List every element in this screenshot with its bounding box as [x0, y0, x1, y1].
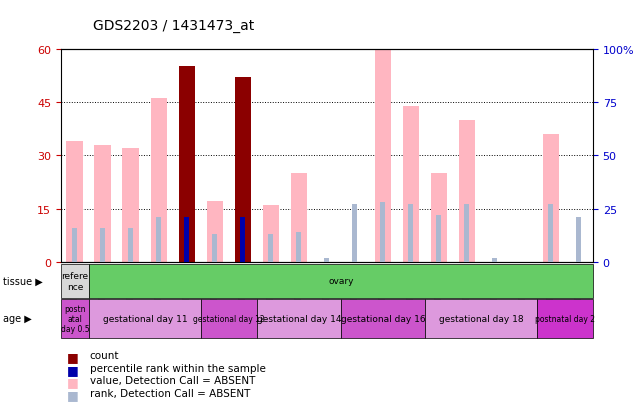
Bar: [341, 299, 425, 338]
Bar: [240, 218, 246, 262]
Bar: [296, 233, 301, 262]
Text: percentile rank within the sample: percentile rank within the sample: [90, 363, 265, 373]
Bar: [67, 142, 83, 262]
Bar: [269, 235, 274, 262]
Text: ovary: ovary: [328, 277, 354, 286]
Text: GDS2203 / 1431473_at: GDS2203 / 1431473_at: [93, 19, 254, 33]
Text: postnatal day 2: postnatal day 2: [535, 314, 595, 323]
Bar: [178, 67, 196, 262]
Text: refere
nce: refere nce: [62, 272, 88, 291]
Text: ■: ■: [67, 375, 79, 388]
Bar: [151, 99, 167, 262]
Bar: [549, 205, 553, 262]
Text: postn
atal
day 0.5: postn atal day 0.5: [61, 304, 89, 333]
Bar: [94, 145, 112, 262]
Bar: [492, 258, 497, 262]
Bar: [576, 218, 581, 262]
Bar: [290, 173, 307, 262]
Bar: [458, 121, 476, 262]
Text: gestational day 14: gestational day 14: [256, 314, 341, 323]
Bar: [101, 228, 105, 262]
Text: rank, Detection Call = ABSENT: rank, Detection Call = ABSENT: [90, 388, 250, 398]
Bar: [425, 299, 537, 338]
Bar: [353, 205, 358, 262]
Bar: [212, 235, 217, 262]
Text: tissue ▶: tissue ▶: [3, 276, 43, 286]
Text: ■: ■: [67, 351, 79, 363]
Bar: [431, 173, 447, 262]
Bar: [128, 228, 133, 262]
Bar: [380, 203, 385, 262]
Text: count: count: [90, 351, 119, 361]
Bar: [185, 218, 190, 262]
Bar: [464, 205, 469, 262]
Text: ■: ■: [67, 388, 79, 401]
Bar: [201, 299, 257, 338]
Bar: [156, 218, 162, 262]
Text: gestational day 18: gestational day 18: [438, 314, 523, 323]
Bar: [374, 50, 391, 262]
Bar: [206, 202, 223, 262]
Bar: [72, 228, 78, 262]
Bar: [324, 258, 329, 262]
Bar: [542, 135, 560, 262]
Text: age ▶: age ▶: [3, 313, 32, 324]
Bar: [403, 106, 419, 262]
Bar: [537, 299, 593, 338]
Bar: [408, 205, 413, 262]
Bar: [122, 149, 139, 262]
Text: gestational day 16: gestational day 16: [340, 314, 425, 323]
Bar: [61, 299, 89, 338]
Bar: [257, 299, 341, 338]
Text: ■: ■: [67, 363, 79, 376]
Text: value, Detection Call = ABSENT: value, Detection Call = ABSENT: [90, 375, 255, 385]
Bar: [263, 206, 279, 262]
Bar: [61, 264, 89, 298]
Bar: [89, 299, 201, 338]
Bar: [235, 78, 251, 262]
Text: gestational day 11: gestational day 11: [103, 314, 187, 323]
Bar: [437, 216, 442, 262]
Text: gestational day 12: gestational day 12: [193, 314, 265, 323]
